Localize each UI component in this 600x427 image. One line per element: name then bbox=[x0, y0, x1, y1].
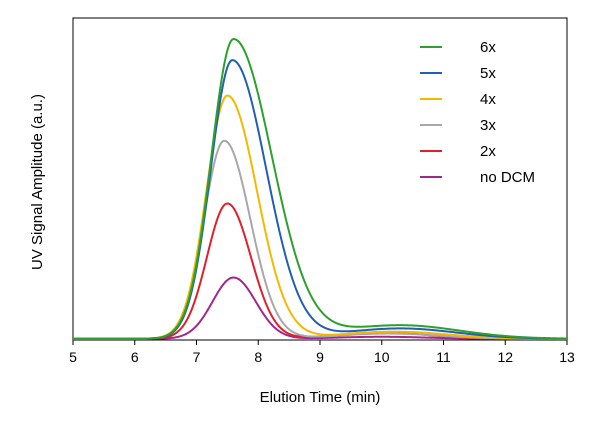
x-tick-label: 9 bbox=[316, 349, 324, 365]
legend-label: 5x bbox=[480, 65, 496, 82]
series-layer bbox=[73, 38, 568, 340]
series-line-6x bbox=[73, 38, 568, 340]
y-axis-title: UV Signal Amplitude (a.u.) bbox=[29, 94, 46, 270]
legend: 6x 5x 4x 3x 2x no DCM bbox=[420, 39, 535, 186]
x-tick-label: 6 bbox=[131, 349, 139, 365]
legend-label: 2x bbox=[480, 143, 496, 160]
x-tick-label: 13 bbox=[559, 349, 575, 365]
x-tick-label: 12 bbox=[497, 349, 513, 365]
legend-label: 4x bbox=[480, 91, 496, 108]
series-line-no-dcm bbox=[73, 276, 567, 340]
x-tick-label: 11 bbox=[436, 349, 451, 365]
x-tick-label: 8 bbox=[254, 349, 262, 365]
x-tick-label: 7 bbox=[193, 349, 201, 365]
legend-label: no DCM bbox=[480, 169, 535, 186]
legend-label: 3x bbox=[480, 117, 496, 134]
legend-label: 6x bbox=[480, 39, 496, 56]
x-axis-title: Elution Time (min) bbox=[260, 389, 381, 406]
series-line-2x bbox=[73, 202, 567, 340]
x-tick-label: 10 bbox=[374, 349, 390, 365]
x-tick-label: 5 bbox=[69, 349, 77, 365]
x-axis-ticks: 5 6 7 8 9 10 11 12 13 bbox=[69, 340, 575, 365]
